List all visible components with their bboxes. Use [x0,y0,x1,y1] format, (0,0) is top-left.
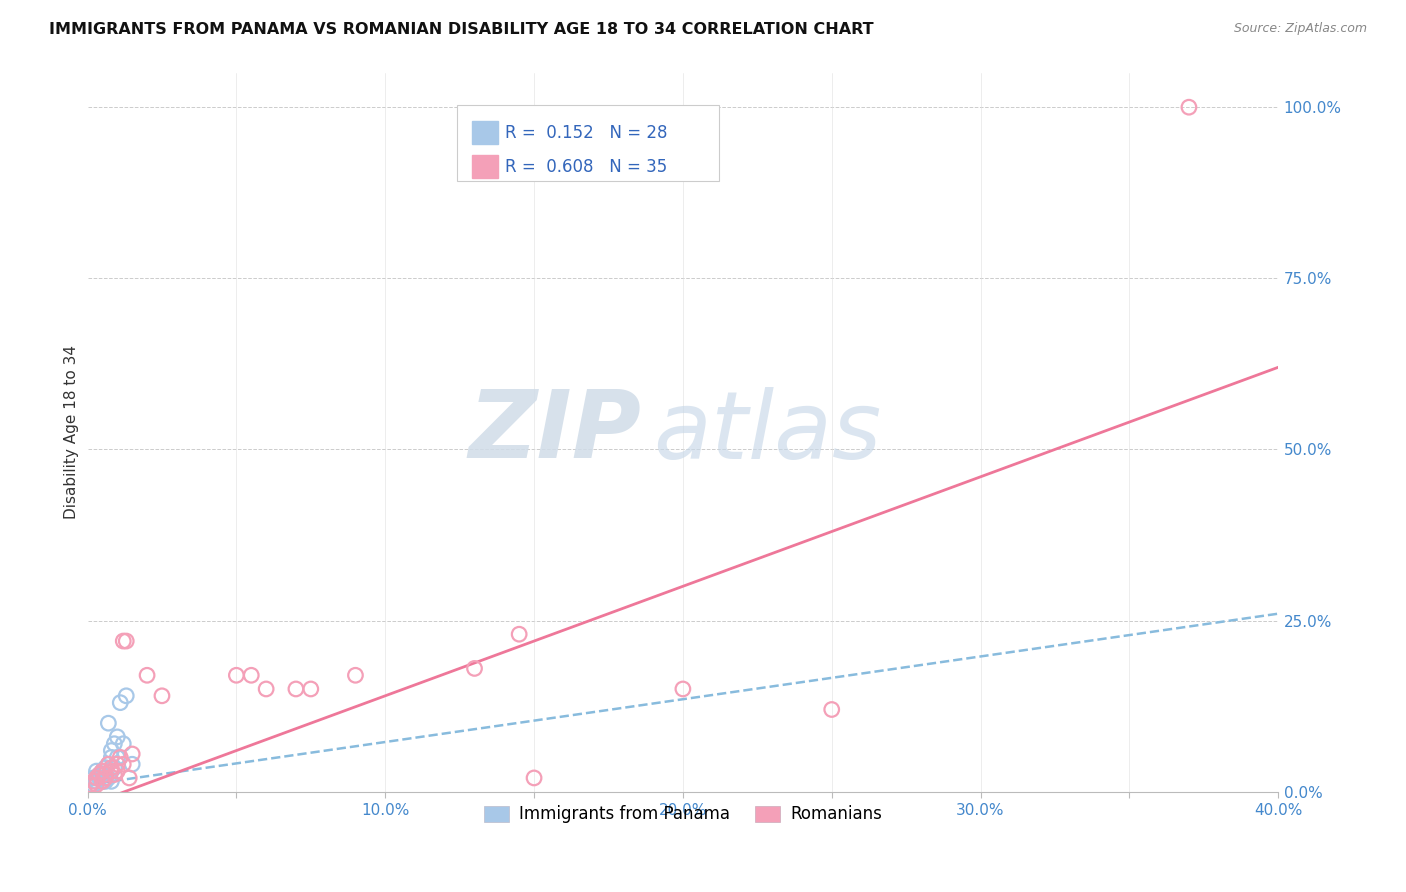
Point [86,774,108,789]
Point [79,778,101,792]
Point [672,681,695,696]
Point [284,681,307,696]
Point [86,771,108,785]
Point [112,737,135,751]
Point [103,767,125,781]
Point [463,661,485,675]
Point [115,634,138,648]
Point [105,757,128,772]
Point [94,771,117,785]
Point [112,634,135,648]
Point [821,702,844,716]
Point [91,764,114,778]
Point [91,767,114,781]
Point [136,668,159,682]
Text: R =  0.152   N = 28: R = 0.152 N = 28 [506,124,668,142]
Point [105,730,128,744]
FancyBboxPatch shape [457,105,718,181]
Point [254,681,277,696]
Point [89,767,111,781]
Point [100,764,122,778]
Point [508,627,530,641]
Point [91,774,114,789]
Point [97,716,120,731]
Point [103,761,125,775]
Point [523,771,546,785]
Point [94,774,117,789]
Point [100,743,122,757]
Point [105,750,128,764]
Point [118,771,141,785]
Point [110,696,132,710]
Point [97,771,120,785]
Point [89,767,111,781]
Point [299,681,322,696]
Point [91,774,114,789]
Point [82,778,104,792]
Point [89,771,111,785]
Point [82,774,104,789]
Point [94,761,117,775]
Point [121,747,143,761]
Point [97,757,120,772]
Point [91,764,114,778]
Point [103,737,125,751]
Point [86,778,108,792]
Text: ZIP: ZIP [468,386,641,478]
Point [105,764,128,778]
Point [100,750,122,764]
Point [344,668,367,682]
Point [115,689,138,703]
Point [121,757,143,772]
FancyBboxPatch shape [472,121,498,145]
Point [1178,100,1201,114]
Point [94,771,117,785]
Point [225,668,247,682]
Point [86,764,108,778]
Point [150,689,173,703]
Text: R =  0.608   N = 35: R = 0.608 N = 35 [506,158,668,176]
Legend: Immigrants from Panama, Romanians: Immigrants from Panama, Romanians [477,798,889,830]
Point [100,761,122,775]
FancyBboxPatch shape [472,155,498,178]
Text: atlas: atlas [654,387,882,478]
Point [97,757,120,772]
Text: Source: ZipAtlas.com: Source: ZipAtlas.com [1233,22,1367,36]
Point [110,750,132,764]
Point [79,778,101,792]
Point [100,774,122,789]
Point [240,668,263,682]
Y-axis label: Disability Age 18 to 34: Disability Age 18 to 34 [65,345,79,519]
Text: IMMIGRANTS FROM PANAMA VS ROMANIAN DISABILITY AGE 18 TO 34 CORRELATION CHART: IMMIGRANTS FROM PANAMA VS ROMANIAN DISAB… [49,22,875,37]
Point [112,757,135,772]
Point [94,767,117,781]
Point [86,771,108,785]
Point [82,771,104,785]
